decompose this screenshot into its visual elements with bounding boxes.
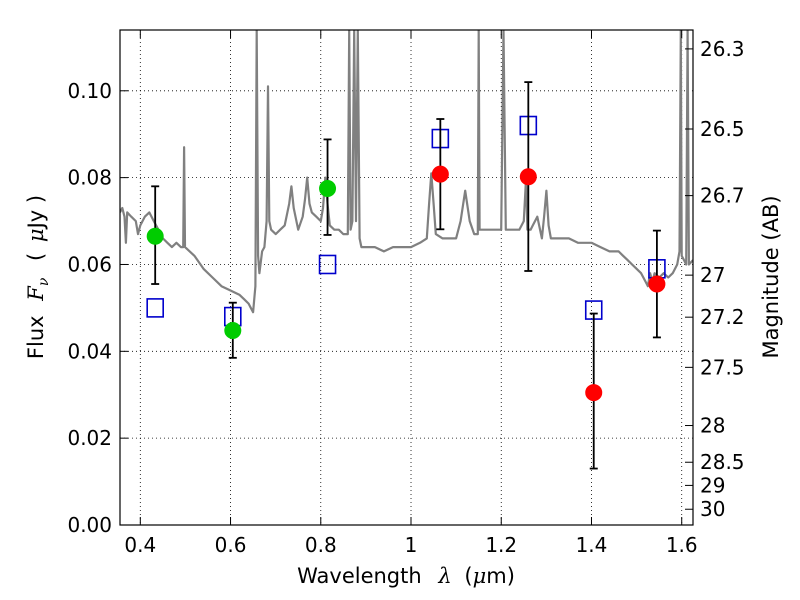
x-tick-label: 1.2: [485, 533, 517, 557]
flux-point: [146, 227, 164, 245]
y-tick-label: 0.06: [67, 252, 112, 276]
y-axis-label-text: Flux: [24, 315, 48, 359]
mag-tick-label: 26.5: [700, 117, 745, 141]
model-spectrum-line: [120, 30, 693, 314]
plot-area: [120, 30, 693, 525]
mag-tick-label: 26.7: [700, 184, 745, 208]
x-tick-label: 0.4: [124, 533, 156, 557]
mag-tick-label: 27.2: [700, 305, 745, 329]
x-tick-label: 1.6: [666, 533, 698, 557]
y2-axis-label: Magnitude (AB): [759, 195, 783, 358]
y-axis-label: Flux Fν ( μJy ): [24, 195, 53, 359]
flux-point: [431, 165, 449, 183]
y-axis-label-unit-open: (: [24, 253, 48, 261]
mag-tick-label: 30: [700, 497, 725, 521]
data-layer: [120, 30, 693, 470]
mag-tick-label: 29: [700, 473, 725, 497]
y-tick-label: 0.10: [67, 79, 112, 103]
x-axis-label-unit-rest: m): [486, 564, 515, 588]
model-photometry-square: [318, 254, 337, 275]
y-axis-label-unit-mu: μ: [24, 228, 48, 242]
flux-point: [519, 168, 537, 186]
x-tick-label: 0.8: [305, 533, 337, 557]
y-axis-label-symbol: F: [24, 285, 48, 302]
x-tick-label: 1.4: [576, 533, 608, 557]
x-axis-label-symbol: λ: [437, 564, 451, 588]
y-tick-label: 0.08: [67, 166, 112, 190]
y-axis-label-subscript: ν: [36, 277, 52, 286]
flux-point: [319, 179, 337, 197]
flux-point: [585, 384, 603, 402]
y-tick-label: 0.02: [67, 426, 112, 450]
grid-lines: [120, 30, 693, 525]
mag-tick-label: 28.5: [700, 450, 745, 474]
x-axis-label: Wavelength λ (μm): [297, 564, 515, 588]
flux-point: [224, 321, 242, 339]
y-tick-label: 0.04: [67, 339, 112, 363]
x-axis-label-unit-mu: μ: [473, 564, 487, 588]
x-axis-label-unit-open: (: [464, 564, 472, 588]
y-axis-label-unit-rest: Jy ): [24, 195, 48, 231]
mag-tick-label: 28: [700, 414, 725, 438]
mag-tick-label: 27.5: [700, 355, 745, 379]
axes-frame: [119, 29, 694, 526]
axis-ticks: 0.4 0.6 0.8 1 1.2 1.4 1.6 0.00 0.02 0.04 0.06 0.08 0…: [67, 30, 745, 557]
x-tick-label: 1: [405, 533, 418, 557]
model-photometry-square: [146, 298, 164, 318]
y-tick-label: 0.00: [67, 513, 112, 537]
flux-point: [648, 275, 666, 293]
mag-tick-label: 27: [700, 263, 725, 287]
mag-tick-label: 26.3: [700, 37, 745, 61]
x-axis-label-text: Wavelength: [297, 564, 422, 588]
x-tick-label: 0.6: [215, 533, 247, 557]
